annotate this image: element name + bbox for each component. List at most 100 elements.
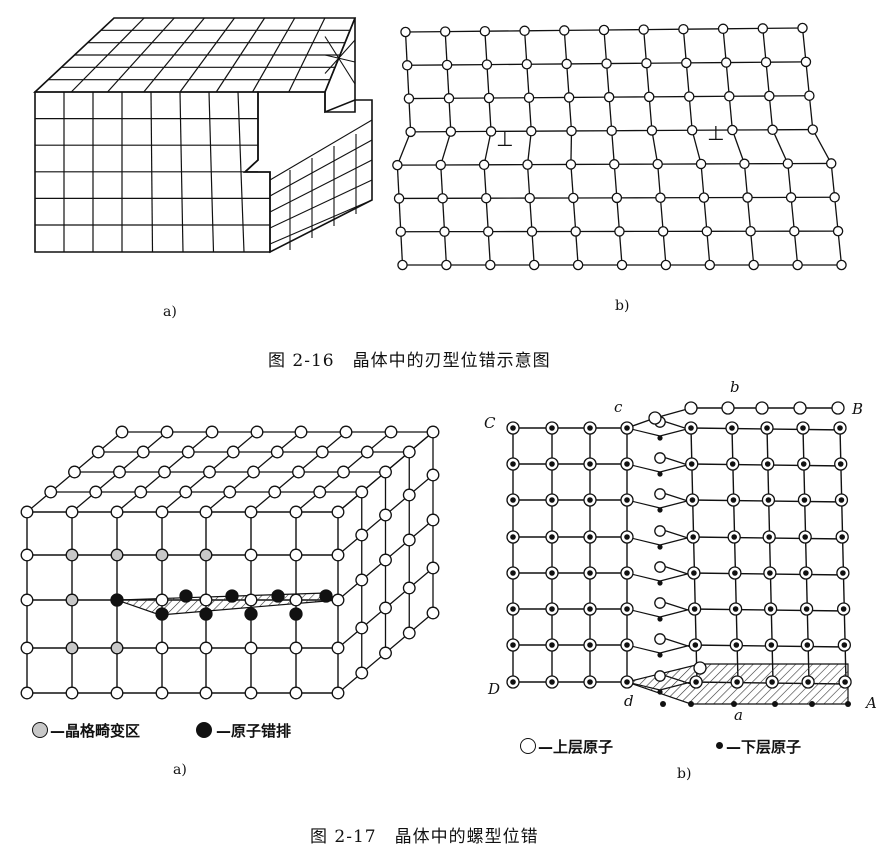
lower-atom — [587, 679, 593, 685]
atom — [641, 57, 652, 69]
lower-atom — [837, 425, 843, 431]
atom — [598, 24, 610, 36]
atom — [616, 259, 628, 271]
lower-atom — [688, 461, 695, 467]
lattice-bond — [396, 165, 400, 199]
lower-atom — [657, 580, 663, 586]
atom — [110, 505, 124, 519]
lower-atom — [624, 461, 630, 467]
atom — [426, 425, 440, 439]
atom — [155, 686, 169, 700]
step-grid-line — [269, 119, 373, 181]
block-right-face — [324, 17, 356, 114]
fig16-caption: 图 2-16 晶体中的刃型位错示意图 — [268, 351, 551, 371]
atom — [244, 593, 258, 607]
atom — [646, 125, 658, 136]
lattice-bond — [812, 129, 832, 164]
atom — [20, 548, 34, 562]
fig16-sublabel-a: a) — [163, 304, 177, 320]
atom — [379, 646, 392, 660]
atom — [393, 193, 405, 204]
atom — [785, 192, 797, 203]
lattice-bond — [801, 27, 807, 62]
atom — [638, 24, 649, 35]
atom — [203, 465, 216, 479]
lattice-bond — [398, 198, 402, 232]
side-grid-line — [324, 39, 356, 74]
atom — [742, 192, 753, 203]
atom — [701, 226, 713, 237]
lattice-bond — [528, 97, 532, 132]
lower-atom — [765, 497, 772, 503]
atom — [44, 485, 58, 499]
lattice-bond — [662, 231, 667, 266]
atom — [566, 125, 577, 137]
lattice-bond — [526, 131, 532, 165]
atom — [331, 548, 345, 562]
lattice-bond — [443, 231, 448, 266]
lattice-bond — [488, 97, 492, 132]
lattice-bond — [441, 198, 446, 232]
upper-atom — [693, 661, 707, 675]
atom — [445, 126, 457, 137]
atom — [226, 445, 240, 459]
atom — [115, 425, 129, 439]
point-label-B: B — [852, 400, 864, 418]
lattice-bond — [608, 97, 613, 131]
lattice-bond — [616, 197, 621, 232]
atom — [402, 626, 416, 640]
lattice-bond — [563, 30, 568, 64]
lower-atom — [838, 497, 845, 503]
legend-distorted-marker — [32, 722, 48, 738]
lower-atom — [804, 642, 811, 648]
atom — [739, 158, 750, 170]
lower-atom — [660, 701, 666, 707]
atom — [355, 666, 369, 680]
atom — [331, 593, 345, 607]
step-grid-line — [269, 159, 373, 213]
atom — [563, 92, 575, 103]
lattice-bond — [531, 231, 535, 266]
lattice-bond — [446, 64, 450, 99]
atom — [760, 56, 772, 68]
misplaced-atom — [271, 589, 285, 603]
lower-atom — [734, 679, 740, 685]
lower-atom — [841, 642, 848, 648]
fig16-sublabel-b: b) — [615, 298, 630, 314]
lattice-bond — [787, 163, 792, 198]
misplaced-atom — [289, 607, 303, 621]
lower-atom — [549, 497, 555, 503]
lower-atom — [764, 461, 771, 467]
upper-atom — [654, 561, 666, 573]
atom — [289, 548, 303, 562]
distorted-atom — [199, 548, 213, 562]
atom — [435, 159, 446, 171]
atom — [160, 425, 174, 439]
atom — [568, 192, 579, 204]
distorted-atom — [110, 548, 124, 562]
upper-atom — [654, 670, 666, 682]
atom — [782, 158, 794, 169]
lattice-bond — [682, 29, 687, 63]
distorted-atom — [65, 548, 79, 562]
lower-atom — [802, 534, 808, 540]
atom — [355, 621, 369, 635]
atom — [179, 485, 193, 499]
lower-atom — [803, 606, 810, 612]
atom — [559, 25, 570, 36]
dislocation-symbol: ⊥ — [707, 121, 724, 145]
atom — [294, 425, 308, 439]
lower-atom — [624, 570, 630, 576]
atom — [717, 23, 729, 35]
lattice-bond — [485, 198, 489, 232]
atom — [397, 259, 408, 271]
atom — [655, 192, 666, 203]
atom — [804, 90, 815, 101]
lattice-bond — [833, 197, 839, 232]
lower-atom — [729, 461, 736, 467]
lattice-bond — [691, 130, 702, 165]
atom — [704, 259, 716, 271]
lattice-bond — [613, 164, 618, 198]
lower-atom — [510, 679, 516, 685]
